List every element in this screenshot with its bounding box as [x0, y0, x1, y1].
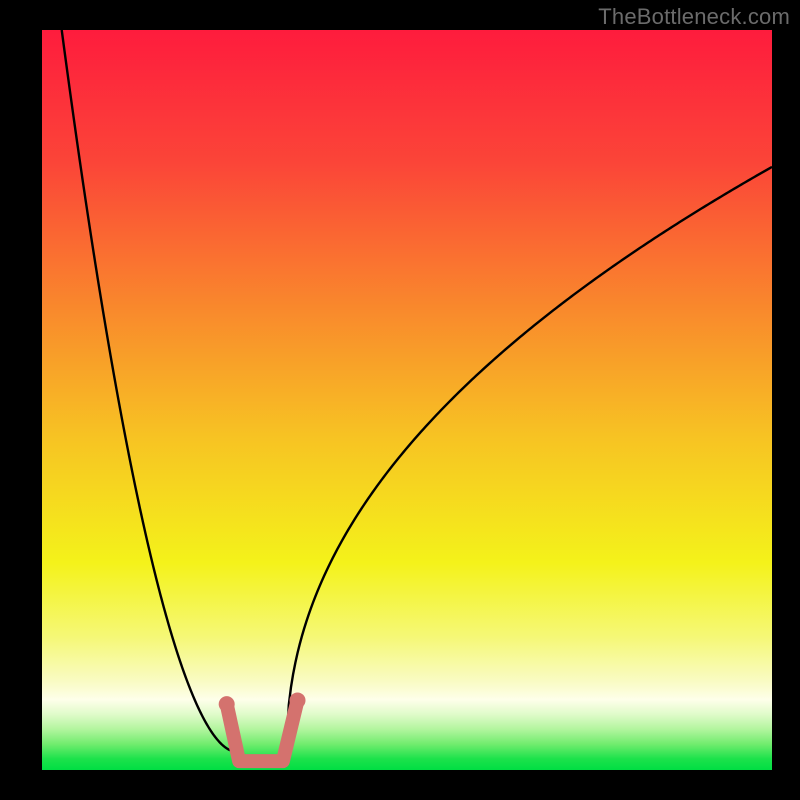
plot-svg [42, 30, 772, 770]
valley-marker-dot-right [290, 692, 306, 708]
valley-marker-dot-left [219, 696, 235, 712]
watermark-text: TheBottleneck.com [598, 4, 790, 30]
plot-container [42, 30, 772, 770]
plot-background [42, 30, 772, 770]
canvas-root: TheBottleneck.com [0, 0, 800, 800]
